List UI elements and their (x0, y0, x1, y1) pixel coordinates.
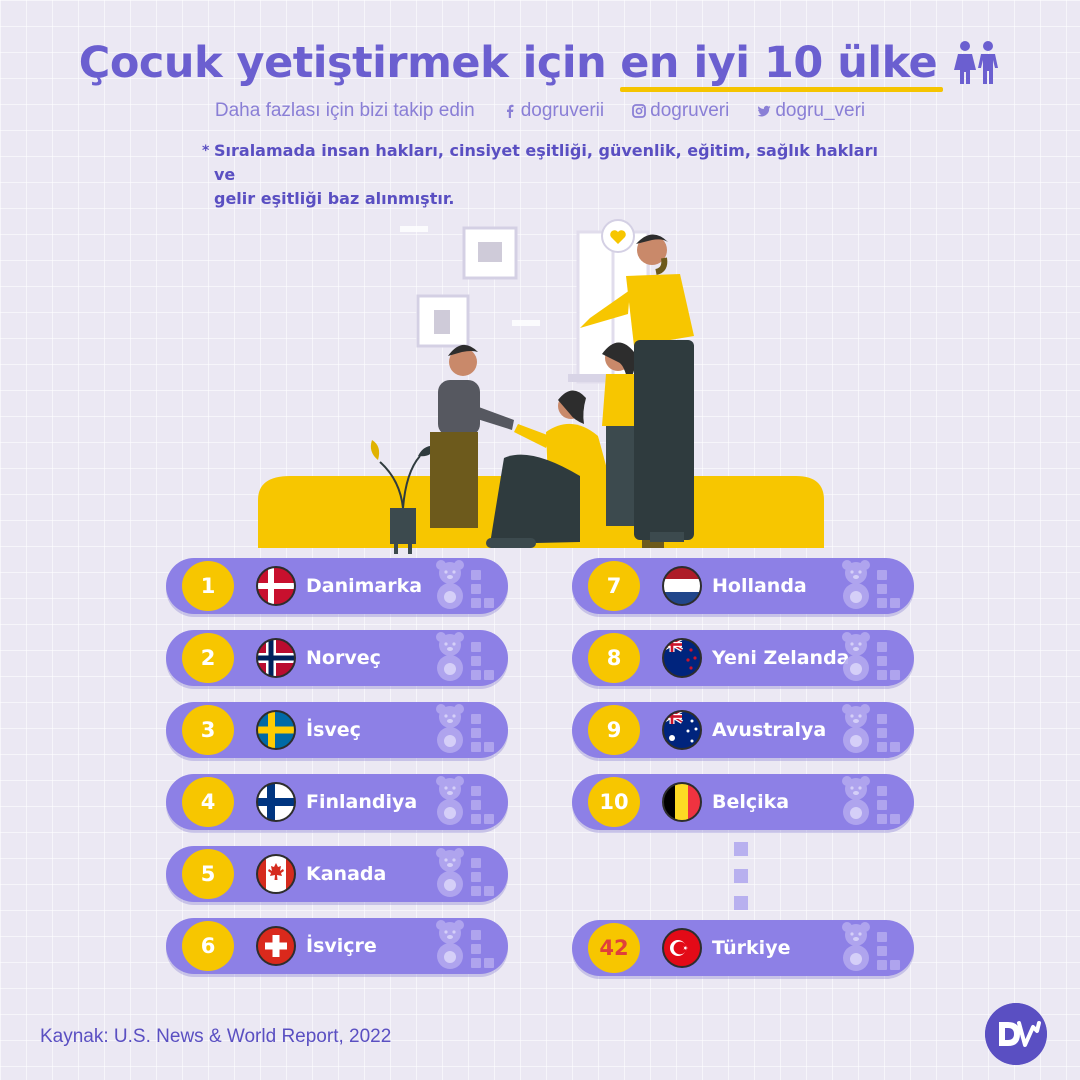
teddy-bear-icon (436, 920, 494, 969)
note-line-2: gelir eşitliği baz alınmıştır. (214, 189, 455, 208)
flag-australia-icon (662, 710, 702, 750)
father (580, 219, 694, 542)
flag-netherlands-icon (662, 566, 702, 606)
flag-denmark-icon (256, 566, 296, 606)
twitter-handle: dogru_veri (775, 100, 866, 121)
girl (602, 342, 664, 548)
rank-badge: 8 (588, 633, 640, 683)
country-name: Belçika (712, 791, 790, 813)
teddy-bear-icon (842, 776, 900, 825)
teddy-bear-icon (842, 560, 900, 609)
heart-icon (610, 230, 626, 244)
brand-logo[interactable] (985, 1003, 1047, 1065)
mother (486, 390, 622, 548)
follow-text: Daha fazlası için bizi takip edin (214, 100, 475, 121)
ranking-row: 42 Türkiye (572, 920, 914, 976)
source-text: Kaynak: U.S. News & World Report, 2022 (40, 1026, 392, 1047)
ranking-row: 5 Kanada (166, 846, 508, 902)
instagram-link[interactable]: dogruveri (632, 100, 729, 122)
ranking-row: 2 Norveç (166, 630, 508, 686)
ranking-row: 1 Danimarka (166, 558, 508, 614)
country-name: Türkiye (712, 937, 791, 959)
ranking-row: 4 Finlandiya (166, 774, 508, 830)
rank-badge: 1 (182, 561, 234, 611)
flag-switzerland-icon (256, 926, 296, 966)
ranking-row: 6 İsviçre (166, 918, 508, 974)
teddy-bear-icon (436, 776, 494, 825)
facebook-handle: dogruverii (520, 100, 605, 121)
ranking-row: 3 İsveç (166, 702, 508, 758)
teddy-bear-icon (436, 848, 494, 897)
country-name: Hollanda (712, 575, 807, 597)
flag-finland-icon (256, 782, 296, 822)
rank-badge: 3 (182, 705, 234, 755)
country-name: Yeni Zelanda (712, 647, 850, 669)
ranking-row: 10 Belçika (572, 774, 914, 830)
ellipsis-dots (734, 842, 748, 923)
note-line-1: Sıralamada insan hakları, cinsiyet eşitl… (214, 141, 878, 184)
teddy-bear-icon (842, 922, 900, 971)
twitter-link[interactable]: dogru_veri (757, 100, 865, 122)
teddy-bear-icon (842, 632, 900, 681)
country-name: Kanada (306, 863, 387, 885)
country-name: Avustralya (712, 719, 827, 741)
teddy-bear-icon (436, 704, 494, 753)
dot (734, 896, 748, 910)
flag-belgium-icon (662, 782, 702, 822)
rank-badge: 4 (182, 777, 234, 827)
country-name: İsveç (306, 719, 361, 741)
twitter-icon (757, 105, 771, 117)
country-name: Danimarka (306, 575, 423, 597)
rank-badge: 42 (588, 923, 640, 973)
page-title: Çocuk yetiştirmek için en iyi 10 ülke (0, 38, 1080, 92)
rank-badge: 2 (182, 633, 234, 683)
rank-badge: 10 (588, 777, 640, 827)
family-illustration (258, 219, 824, 554)
dot (734, 869, 748, 883)
instagram-icon (632, 104, 647, 118)
flag-canada-icon (256, 854, 296, 894)
teddy-bear-icon (436, 560, 494, 609)
facebook-link[interactable]: dogruverii (503, 100, 604, 122)
ranking-row: 7 Hollanda (572, 558, 914, 614)
facebook-icon (506, 104, 514, 118)
title-highlight: en iyi 10 ülke (620, 38, 944, 92)
flag-turkey-icon (662, 928, 702, 968)
flag-new-zealand-icon (662, 638, 702, 678)
country-name: Finlandiya (306, 791, 418, 813)
ranking-row: 8 Yeni Zelanda (572, 630, 914, 686)
flag-norway-icon (256, 638, 296, 678)
ranking-row: 9 Avustralya (572, 702, 914, 758)
note-marker: * (202, 143, 210, 159)
flag-sweden-icon (256, 710, 296, 750)
instagram-handle: dogruveri (650, 100, 730, 121)
wall-frame-1 (462, 226, 518, 280)
rank-badge: 5 (182, 849, 234, 899)
kids-icon (954, 41, 999, 84)
teddy-bear-icon (842, 704, 900, 753)
dot (734, 842, 748, 856)
methodology-note: * Sıralamada insan hakları, cinsiyet eşi… (202, 139, 902, 211)
boy (426, 344, 514, 538)
rank-badge: 9 (588, 705, 640, 755)
country-name: Norveç (306, 647, 381, 669)
plant (370, 440, 436, 554)
rank-badge: 7 (588, 561, 640, 611)
title-main: Çocuk yetiştirmek için (78, 38, 607, 88)
country-name: İsviçre (306, 935, 377, 957)
follow-line: Daha fazlası için bizi takip edin dogruv… (0, 100, 1080, 122)
teddy-bear-icon (436, 632, 494, 681)
rank-badge: 6 (182, 921, 234, 971)
